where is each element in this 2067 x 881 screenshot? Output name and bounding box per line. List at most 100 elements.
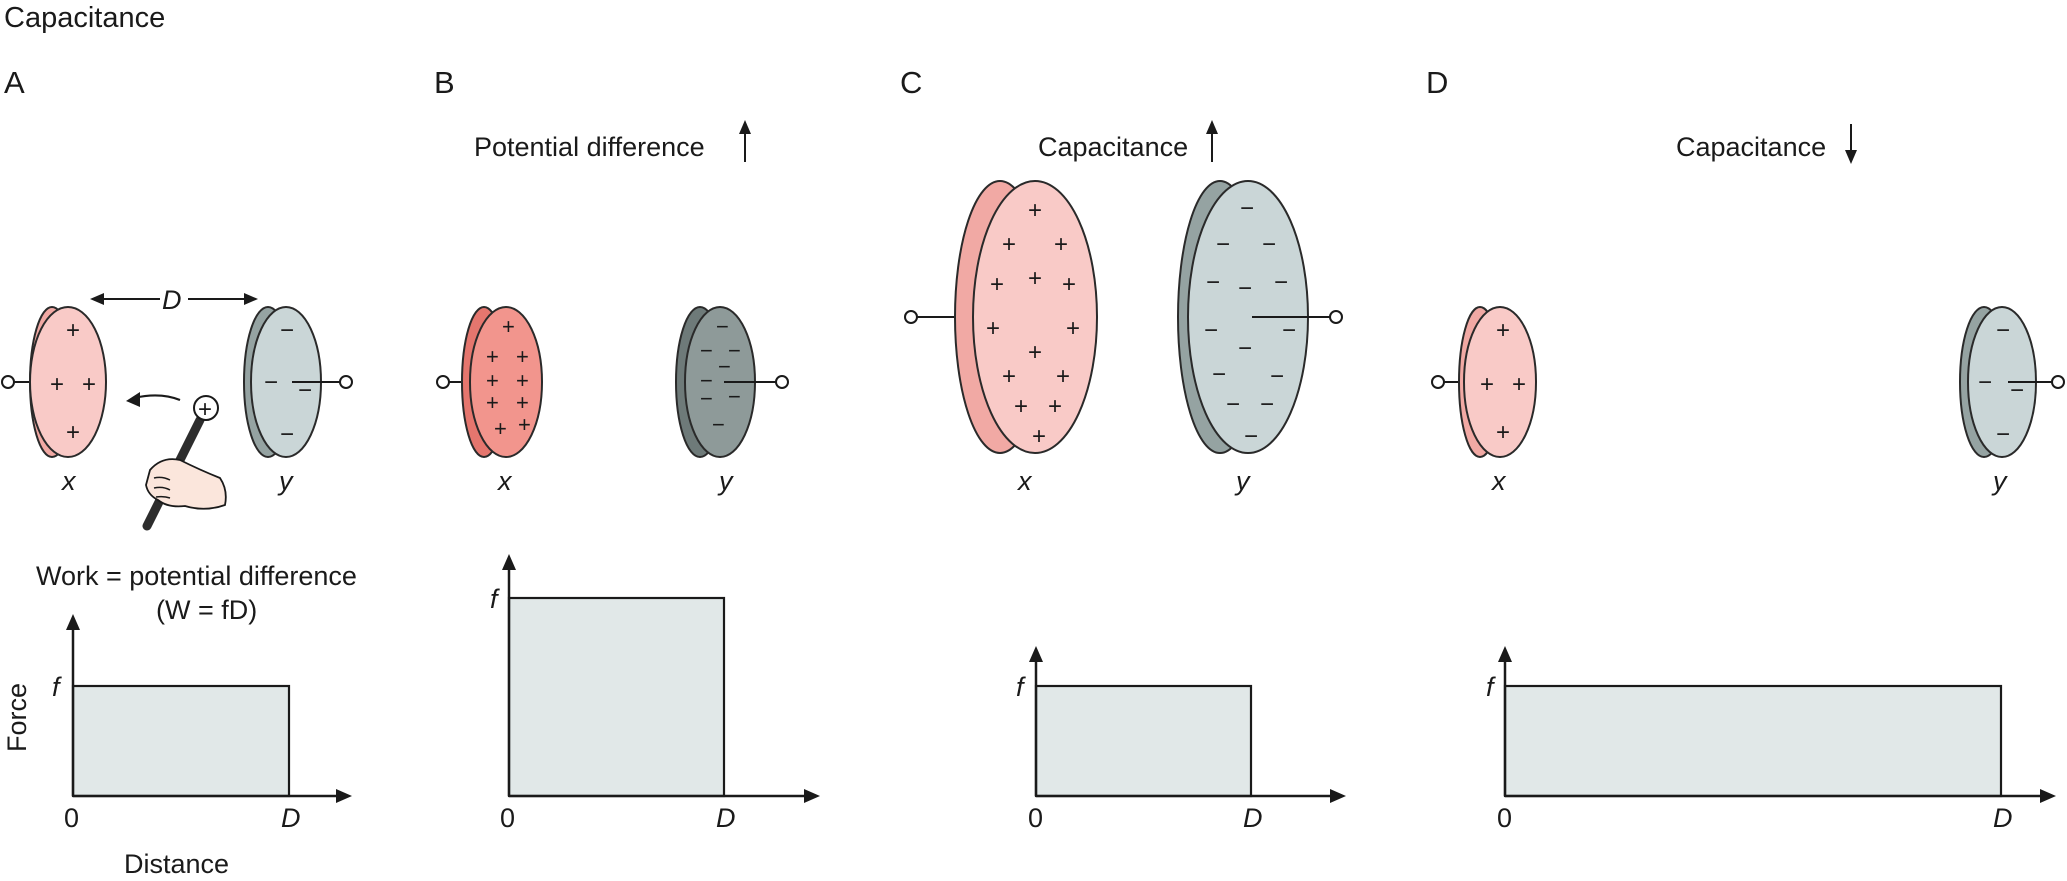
svg-text:−: − xyxy=(728,338,741,363)
svg-text:+: + xyxy=(986,315,1000,342)
down-arrow-icon xyxy=(1845,124,1857,164)
svg-text:−: − xyxy=(1204,317,1218,344)
work-formula: (W = fD) xyxy=(156,595,257,625)
svg-text:+: + xyxy=(502,314,515,339)
svg-text:+: + xyxy=(494,416,507,441)
svg-text:+: + xyxy=(1028,265,1042,292)
y-tick-f: f xyxy=(1016,672,1026,702)
plate-y-label: y xyxy=(1234,466,1251,496)
panel-d-letter: D xyxy=(1426,65,1448,100)
svg-text:−: − xyxy=(716,314,729,339)
plate-x-label: x xyxy=(60,466,77,496)
svg-text:+: + xyxy=(518,412,531,437)
plate-x-positive: + + + + xyxy=(1,306,107,458)
panel-c-heading: Capacitance xyxy=(1038,132,1188,162)
minus-sign: − xyxy=(298,377,312,404)
svg-text:−: − xyxy=(2010,377,2024,404)
svg-text:−: − xyxy=(1274,269,1288,296)
svg-text:−: − xyxy=(728,384,741,409)
svg-text:+: + xyxy=(990,271,1004,298)
force-distance-graph-a: f 0 D Force Distance xyxy=(2,614,352,879)
svg-text:+: + xyxy=(1054,231,1068,258)
panel-b-letter: B xyxy=(434,65,455,100)
svg-text:−: − xyxy=(1282,317,1296,344)
svg-text:−: − xyxy=(1238,335,1252,362)
x-tick-d: D xyxy=(716,803,736,833)
y-tick-f: f xyxy=(490,584,500,614)
minus-sign: − xyxy=(280,317,294,344)
plate-y-label: y xyxy=(717,466,734,496)
x-tick-d: D xyxy=(1993,803,2013,833)
svg-text:+: + xyxy=(1480,371,1494,398)
svg-text:−: − xyxy=(700,338,713,363)
up-arrow-icon xyxy=(739,120,751,162)
svg-text:+: + xyxy=(1048,393,1062,420)
svg-text:−: − xyxy=(718,354,731,379)
svg-text:+: + xyxy=(1002,363,1016,390)
distance-arrow: D xyxy=(90,285,258,315)
svg-text:+: + xyxy=(1028,197,1042,224)
plate-y-label: y xyxy=(277,466,294,496)
panel-c: C Capacitance + + + + + + + + + + + + + … xyxy=(900,65,1346,833)
minus-sign: − xyxy=(264,369,278,396)
svg-text:−: − xyxy=(1996,421,2010,448)
y-tick-f: f xyxy=(52,672,62,702)
minus-sign: − xyxy=(280,421,294,448)
y-tick-f: f xyxy=(1486,672,1496,702)
svg-text:−: − xyxy=(1240,195,1254,222)
panel-a: A D + + + + x − − − − xyxy=(1,65,357,879)
distance-label: D xyxy=(162,285,182,315)
svg-text:+: + xyxy=(486,368,499,393)
svg-text:−: − xyxy=(1996,317,2010,344)
x-axis-label: Distance xyxy=(124,849,229,879)
x-tick-d: D xyxy=(281,803,301,833)
svg-text:−: − xyxy=(1260,391,1274,418)
svg-text:−: − xyxy=(1226,391,1240,418)
svg-text:+: + xyxy=(1002,231,1016,258)
plate-x-label: x xyxy=(1016,466,1033,496)
force-distance-graph-b: f 0 D xyxy=(490,554,820,833)
svg-text:−: − xyxy=(1238,275,1252,302)
panel-d: D Capacitance + + + + x − − − − xyxy=(1426,65,2065,833)
hand-icon xyxy=(145,458,227,510)
plus-sign: + xyxy=(50,371,64,398)
plus-sign: + xyxy=(66,317,80,344)
svg-text:−: − xyxy=(712,412,725,437)
svg-text:−: − xyxy=(1244,423,1258,450)
svg-text:+: + xyxy=(516,368,529,393)
svg-text:−: − xyxy=(700,368,713,393)
svg-text:+: + xyxy=(486,390,499,415)
svg-text:+: + xyxy=(486,344,499,369)
svg-text:+: + xyxy=(1062,271,1076,298)
plate-x-positive: + + + + xyxy=(1431,306,1537,458)
force-distance-graph-c: f 0 D xyxy=(1016,646,1346,833)
svg-text:+: + xyxy=(1496,317,1510,344)
svg-text:−: − xyxy=(1212,361,1226,388)
large-plate-x-positive: + + + + + + + + + + + + + + xyxy=(904,180,1098,454)
svg-text:+: + xyxy=(516,390,529,415)
large-plate-y-negative: − − − − − − − − − − − − − − xyxy=(1177,180,1343,454)
svg-text:+: + xyxy=(1032,423,1046,450)
svg-text:+: + xyxy=(516,344,529,369)
svg-text:−: − xyxy=(1262,231,1276,258)
svg-text:+: + xyxy=(1028,339,1042,366)
plus-sign: + xyxy=(66,419,80,446)
plate-x-positive-charged: + + + + + + + + + xyxy=(436,306,543,458)
panel-c-letter: C xyxy=(900,65,922,100)
panel-d-heading: Capacitance xyxy=(1676,132,1826,162)
up-arrow-icon xyxy=(1206,120,1218,162)
plate-y-negative: − − − − xyxy=(243,306,353,458)
panel-b-heading: Potential difference xyxy=(474,132,705,162)
x-tick-0: 0 xyxy=(500,803,515,833)
svg-text:+: + xyxy=(1496,419,1510,446)
plate-y-negative-charged: − − − − − − − − xyxy=(675,306,789,458)
force-distance-graph-d: f 0 D xyxy=(1486,646,2056,833)
x-tick-d: D xyxy=(1243,803,1263,833)
x-tick-0: 0 xyxy=(1028,803,1043,833)
svg-text:−: − xyxy=(700,386,713,411)
svg-text:+: + xyxy=(1014,393,1028,420)
svg-text:+: + xyxy=(1056,363,1070,390)
panel-a-letter: A xyxy=(4,65,25,100)
plate-x-label: x xyxy=(1490,466,1507,496)
